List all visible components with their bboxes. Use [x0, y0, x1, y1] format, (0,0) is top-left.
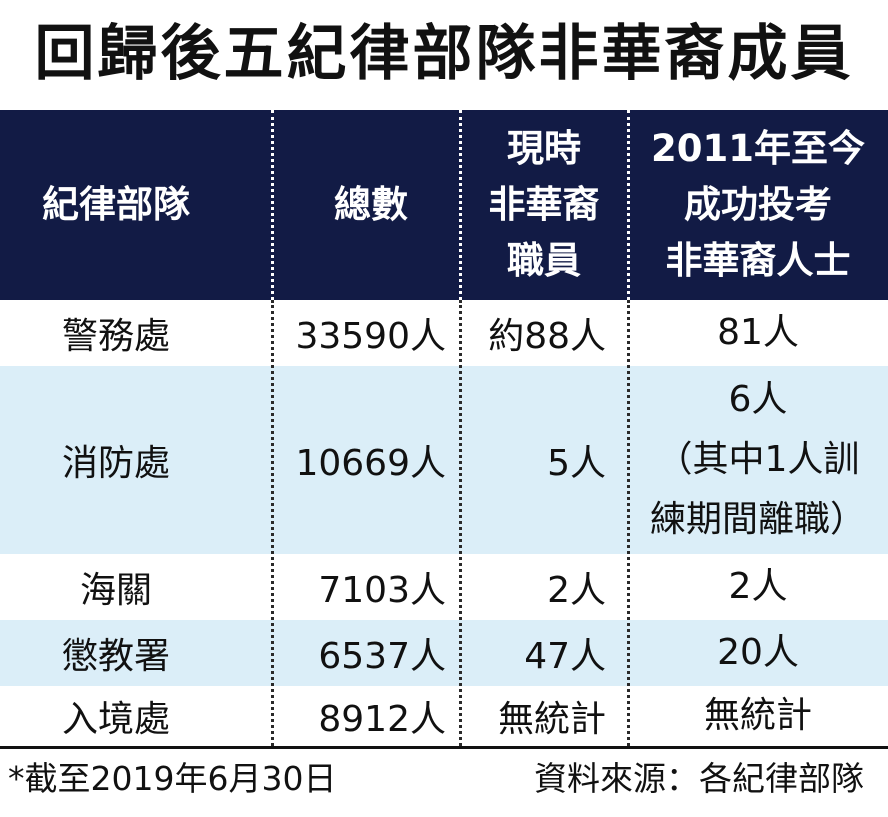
- table-row: 懲教署 6537人 47人 20人: [0, 620, 888, 686]
- since-line: 6人: [728, 379, 788, 420]
- header-since-2011: 2011年至今 成功投考 非華裔人士: [628, 110, 888, 300]
- cell-department: 警務處: [61, 316, 170, 357]
- table-row: 入境處 8912人 無統計 無統計: [0, 686, 888, 746]
- cell-current: 5人: [547, 443, 606, 484]
- since-line: （其中1人訓: [656, 439, 860, 480]
- header-since-line: 成功投考: [683, 183, 832, 226]
- cell-total: 6537人: [318, 636, 446, 677]
- cell-department: 懲教署: [61, 636, 170, 677]
- header-since-line: 2011年至今: [651, 127, 865, 170]
- table-row: 警務處 33590人 約88人 81人: [0, 300, 888, 366]
- header-current-line: 職員: [507, 239, 581, 282]
- cell-since-2011: 6人 （其中1人訓 練期間離職）: [628, 366, 888, 554]
- footnote: *截至2019年6月30日: [8, 759, 337, 798]
- cell-since-2011: 2人: [728, 566, 788, 607]
- cell-since-2011: 20人: [717, 632, 799, 673]
- since-line: 練期間離職）: [649, 499, 866, 540]
- cell-current: 47人: [524, 636, 606, 677]
- table-row: 消防處 10669人 5人 6人 （其中1人訓 練期間離職）: [0, 366, 888, 554]
- source-note: 資料來源：各紀律部隊: [534, 759, 864, 798]
- header-current-staff: 現時 非華裔 職員: [460, 110, 628, 300]
- data-table: 紀律部隊 總數 現時 非華裔 職員 2011年至今 成功投考 非華裔人士 警務處…: [0, 110, 888, 746]
- cell-current: 2人: [547, 570, 606, 611]
- table-bottom-rule: [0, 746, 888, 749]
- cell-current: 約88人: [488, 316, 606, 357]
- column-divider: [459, 300, 462, 746]
- header-divider: [627, 110, 630, 300]
- table-row: 海關 7103人 2人 2人: [0, 554, 888, 620]
- header-divider: [459, 110, 462, 300]
- header-current-line: 非華裔: [488, 183, 600, 226]
- cell-department: 入境處: [61, 699, 170, 740]
- header-current-line: 現時: [507, 127, 581, 170]
- cell-department: 海關: [79, 570, 152, 611]
- header-total: 總數: [334, 183, 408, 226]
- table-header: 紀律部隊 總數 現時 非華裔 職員 2011年至今 成功投考 非華裔人士: [0, 110, 888, 300]
- cell-total: 10669人: [295, 443, 446, 484]
- cell-department: 消防處: [61, 443, 170, 484]
- column-divider: [271, 300, 274, 746]
- column-divider: [627, 300, 630, 746]
- cell-total: 7103人: [318, 570, 446, 611]
- cell-total: 8912人: [318, 699, 446, 740]
- cell-current: 無統計: [497, 699, 606, 740]
- cell-total: 33590人: [295, 316, 446, 357]
- header-divider: [271, 110, 274, 300]
- header-department: 紀律部隊: [42, 183, 190, 226]
- header-since-line: 非華裔人士: [665, 239, 851, 282]
- cell-since-2011: 81人: [717, 312, 799, 353]
- page-title: 回歸後五紀律部隊非華裔成員: [34, 19, 854, 89]
- cell-since-2011: 無統計: [703, 695, 812, 736]
